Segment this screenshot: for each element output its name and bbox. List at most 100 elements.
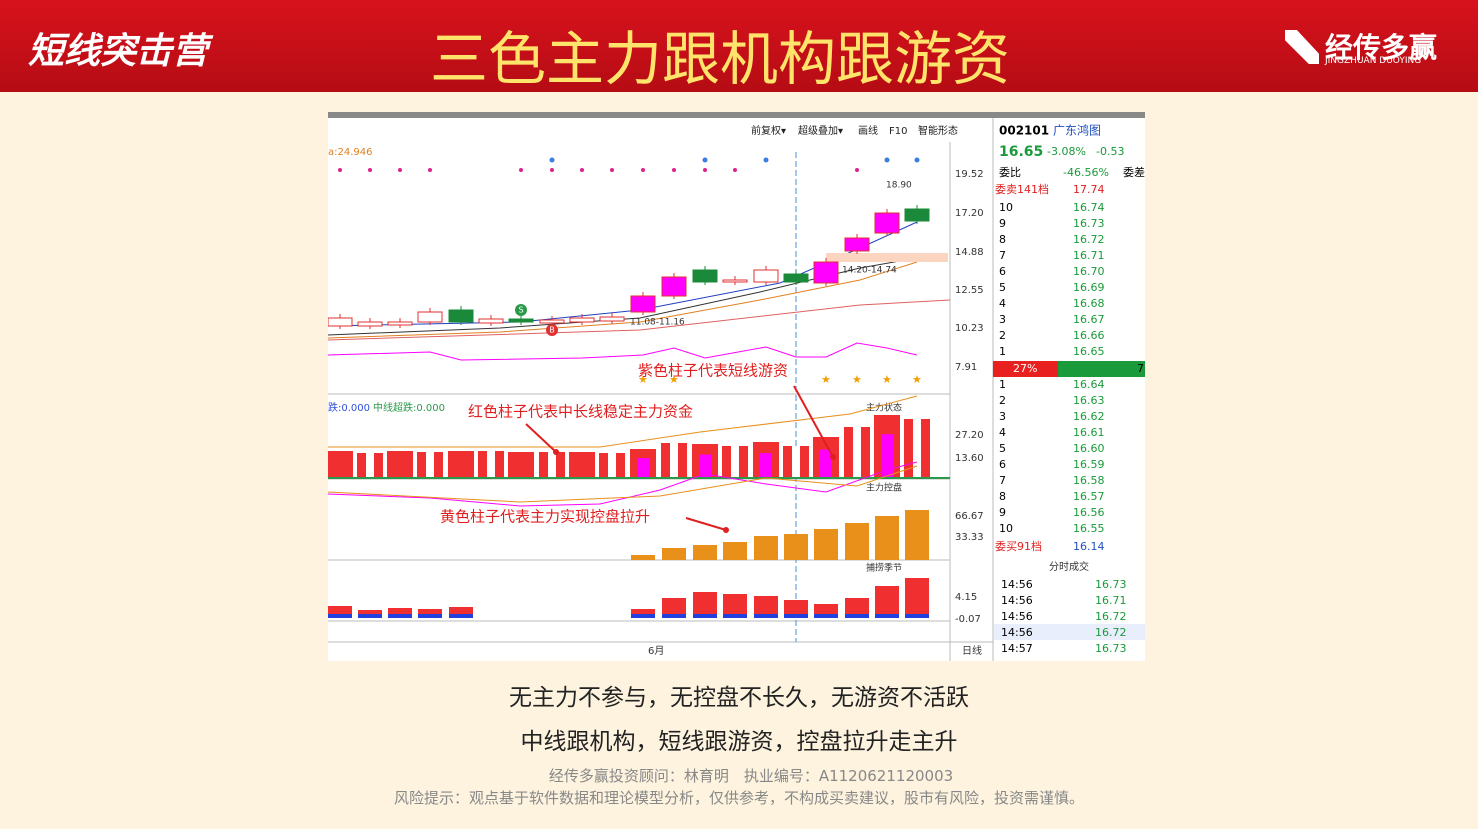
bar-inner bbox=[820, 449, 832, 479]
label: 委卖141档 bbox=[995, 182, 1049, 196]
logo: 经传多赢 bbox=[1325, 31, 1438, 64]
brand: 短线突击营 bbox=[28, 31, 209, 72]
label: 5 bbox=[999, 281, 1006, 294]
ma-line bbox=[328, 257, 918, 336]
candle bbox=[417, 311, 443, 323]
label: 16.72 bbox=[1095, 626, 1127, 639]
candle bbox=[844, 237, 870, 252]
dot bbox=[398, 168, 402, 172]
label: 14:56 bbox=[1001, 626, 1033, 639]
candle bbox=[539, 319, 565, 324]
bar bbox=[662, 548, 686, 560]
bar-base bbox=[388, 614, 412, 618]
bar-inner bbox=[699, 454, 711, 479]
label: 11.08-11.16 bbox=[630, 318, 685, 328]
label: 14:57 bbox=[1001, 642, 1033, 655]
risk: 风险提示：观点基于软件数据和理论模型分析，仅供参考，不构成买卖建议，股市有风险，… bbox=[393, 789, 1084, 807]
label: 16.73 bbox=[1073, 217, 1105, 230]
bar bbox=[814, 529, 838, 560]
candle bbox=[387, 321, 413, 326]
bar-inner bbox=[637, 458, 649, 479]
label: B bbox=[549, 326, 555, 335]
label: 7.91 bbox=[955, 362, 977, 373]
bar-inner bbox=[853, 427, 861, 479]
label: 6月 bbox=[648, 645, 664, 657]
arrow bbox=[793, 385, 834, 458]
dot bbox=[428, 168, 432, 172]
bar-inner bbox=[792, 446, 800, 479]
label: 6 bbox=[999, 265, 1006, 278]
candle bbox=[630, 295, 656, 313]
label: 1 bbox=[999, 378, 1006, 391]
label: 6 bbox=[999, 458, 1006, 471]
bar-inner bbox=[548, 452, 556, 479]
bg bbox=[328, 112, 1145, 661]
candle bbox=[661, 276, 687, 297]
ma-line bbox=[328, 299, 951, 341]
label: 主力控盘 bbox=[866, 482, 902, 494]
bar bbox=[418, 609, 442, 618]
label: 14.20-14.74 bbox=[842, 266, 897, 276]
label: 17.74 bbox=[1073, 183, 1105, 196]
label: 16.56 bbox=[1073, 506, 1105, 519]
bar bbox=[875, 586, 899, 618]
label: 10 bbox=[999, 522, 1013, 535]
candle bbox=[874, 212, 900, 234]
arrow-head bbox=[553, 449, 559, 455]
header bbox=[0, 0, 1478, 92]
candle bbox=[722, 279, 748, 283]
bar-inner bbox=[608, 453, 616, 479]
dot bbox=[338, 168, 342, 172]
bar-base bbox=[693, 614, 717, 618]
candle bbox=[328, 317, 353, 327]
label: 9 bbox=[999, 217, 1006, 230]
logo-sub: JINGZHUAN DUOYING bbox=[1325, 56, 1422, 66]
dot bbox=[580, 168, 584, 172]
candle bbox=[599, 316, 625, 322]
dot bbox=[733, 168, 737, 172]
bar bbox=[754, 596, 778, 618]
label: 16.71 bbox=[1095, 594, 1127, 607]
ma-line bbox=[328, 461, 918, 507]
label: 002101 bbox=[999, 124, 1049, 138]
bar bbox=[449, 607, 473, 618]
label: 13.60 bbox=[955, 453, 984, 464]
candle bbox=[478, 318, 504, 324]
bar bbox=[784, 600, 808, 618]
bar-left bbox=[993, 361, 1058, 377]
label: 16.68 bbox=[1073, 297, 1105, 310]
label: 主力状态 bbox=[866, 402, 902, 414]
candle bbox=[448, 309, 474, 323]
label: 7 bbox=[999, 249, 1006, 262]
star: ★ bbox=[638, 373, 648, 386]
label: 委差 bbox=[1123, 165, 1145, 179]
bar bbox=[569, 452, 595, 479]
label: 19.52 bbox=[955, 169, 984, 180]
bar bbox=[662, 598, 686, 618]
bar-inner bbox=[426, 452, 434, 479]
label: 8 bbox=[999, 490, 1006, 503]
bar bbox=[693, 592, 717, 618]
label: 委比 bbox=[999, 166, 1021, 179]
label: 16.66 bbox=[1073, 329, 1105, 342]
bar-base bbox=[449, 614, 473, 618]
candle bbox=[783, 273, 809, 283]
label: 智能形态 bbox=[918, 124, 958, 137]
label: 16.64 bbox=[1073, 378, 1105, 391]
dot bbox=[672, 168, 676, 172]
star: ★ bbox=[852, 373, 862, 386]
top-strip bbox=[328, 112, 1145, 118]
ma-line bbox=[328, 465, 918, 503]
dot bbox=[641, 168, 645, 172]
label: 16.74 bbox=[1073, 201, 1105, 214]
label: 16.72 bbox=[1073, 233, 1105, 246]
bar-base bbox=[418, 614, 442, 618]
label: 3 bbox=[999, 410, 1006, 423]
ma-line bbox=[328, 261, 918, 339]
label: 7 bbox=[999, 474, 1006, 487]
label: 16.58 bbox=[1073, 474, 1105, 487]
bar-base bbox=[631, 614, 655, 618]
label: 16.65 bbox=[999, 144, 1043, 160]
row-highlight bbox=[994, 624, 1145, 640]
